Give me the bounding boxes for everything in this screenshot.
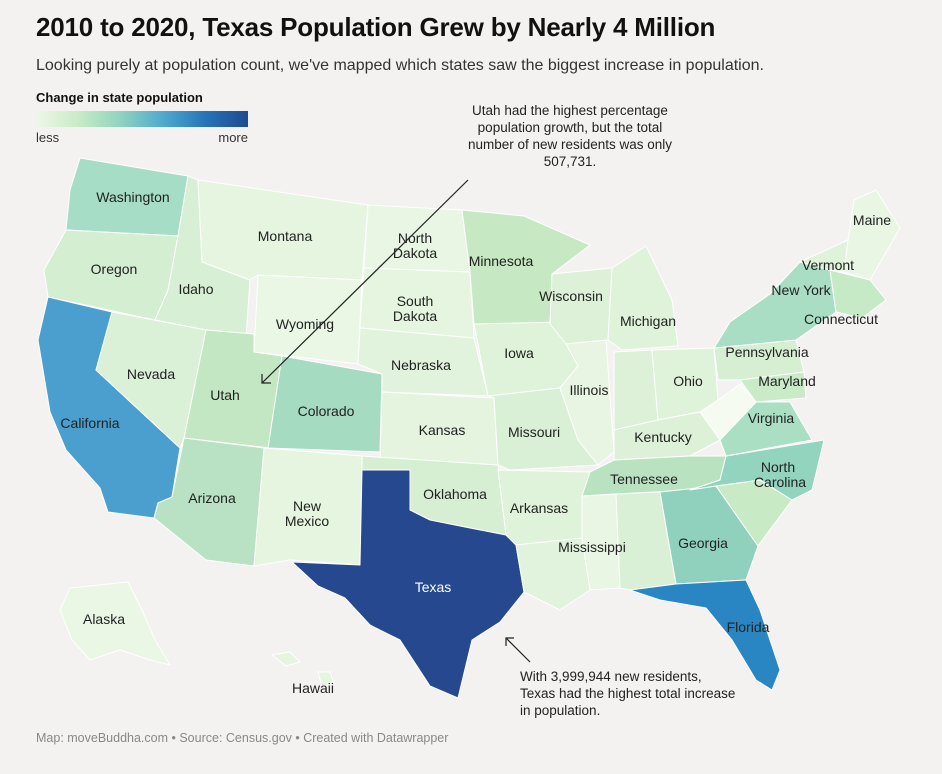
label-california: California: [60, 415, 119, 431]
label-north-carolina-1: North: [761, 459, 795, 475]
label-ohio: Ohio: [673, 373, 703, 389]
label-pennsylvania: Pennsylvania: [725, 344, 808, 360]
label-iowa: Iowa: [504, 345, 534, 361]
state-alaska[interactable]: [59, 581, 171, 666]
label-north-dakota-1: North: [398, 230, 432, 246]
label-michigan: Michigan: [620, 313, 676, 329]
label-montana: Montana: [258, 228, 313, 244]
utah-arrow-head: [261, 374, 271, 384]
label-idaho: Idaho: [178, 281, 213, 297]
label-kentucky: Kentucky: [634, 429, 692, 445]
legend-low-label: less: [36, 130, 60, 145]
legend-high-label: more: [218, 130, 248, 145]
label-connecticut: Connecticut: [804, 311, 878, 327]
label-colorado: Colorado: [298, 403, 355, 419]
label-mississippi: Mississippi: [558, 539, 626, 555]
label-nevada: Nevada: [127, 366, 175, 382]
state-new-york[interactable]: [713, 261, 837, 349]
label-south-dakota-2: Dakota: [393, 308, 438, 324]
label-north-dakota-2: Dakota: [393, 245, 438, 261]
chart-subtitle: Looking purely at population count, we'v…: [36, 57, 764, 74]
label-minnesota: Minnesota: [469, 253, 534, 269]
state-north-carolina[interactable]: [689, 439, 825, 501]
state-illinois[interactable]: [559, 339, 615, 466]
label-new-mexico-2: Mexico: [285, 513, 330, 529]
texas-annotation: With 3,999,944 new residents, Texas had …: [520, 669, 736, 718]
label-alaska: Alaska: [83, 611, 125, 627]
label-wisconsin: Wisconsin: [539, 288, 603, 304]
label-virginia: Virginia: [748, 410, 795, 426]
state-hawaii[interactable]: [271, 651, 301, 667]
label-washington: Washington: [96, 189, 169, 205]
label-georgia: Georgia: [678, 535, 728, 551]
state-louisiana[interactable]: [515, 537, 591, 611]
utah-arrow-line: [261, 179, 469, 384]
label-nebraska: Nebraska: [391, 357, 451, 373]
texas-arrow-line: [505, 637, 531, 663]
state-florida[interactable]: [629, 579, 781, 691]
label-florida: Florida: [727, 619, 770, 635]
label-tennessee: Tennessee: [610, 471, 678, 487]
label-oregon: Oregon: [91, 261, 138, 277]
state-west-virginia[interactable]: [699, 383, 757, 441]
texas-arrow-head: [505, 637, 514, 646]
annotation-arrows: [261, 179, 531, 663]
legend-gradient-bar: [36, 111, 248, 127]
state-texas[interactable]: [291, 469, 525, 699]
label-oklahoma: Oklahoma: [423, 486, 487, 502]
label-hawaii: Hawaii: [292, 680, 334, 696]
state-michigan[interactable]: [607, 245, 679, 351]
label-wyoming: Wyoming: [276, 316, 334, 332]
source-footer: Map: moveBuddha.com • Source: Census.gov…: [36, 731, 449, 745]
label-south-dakota-1: South: [397, 293, 434, 309]
label-utah: Utah: [210, 387, 240, 403]
utah-annotation: Utah had the highest percentage populati…: [467, 103, 673, 169]
label-vermont: Vermont: [802, 257, 854, 273]
label-kansas: Kansas: [419, 422, 466, 438]
state-hawaii-big[interactable]: [317, 671, 335, 687]
label-illinois: Illinois: [570, 382, 609, 398]
legend-title: Change in state population: [36, 90, 203, 105]
label-maryland: Maryland: [758, 373, 816, 389]
label-new-york: New York: [771, 282, 831, 298]
state-new-mexico[interactable]: [253, 447, 363, 567]
label-maine: Maine: [853, 212, 891, 228]
chart-title: 2010 to 2020, Texas Population Grew by N…: [36, 12, 716, 42]
color-legend: Change in state population less more: [36, 90, 248, 145]
label-arkansas: Arkansas: [510, 500, 568, 516]
label-north-carolina-2: Carolina: [754, 474, 806, 490]
label-new-mexico-1: New: [293, 498, 322, 514]
state-maine[interactable]: [843, 189, 901, 281]
label-arizona: Arizona: [188, 490, 236, 506]
label-missouri: Missouri: [508, 424, 560, 440]
state-maryland[interactable]: [739, 371, 807, 403]
label-texas: Texas: [415, 579, 452, 595]
state-indiana[interactable]: [613, 349, 659, 431]
state-nevada[interactable]: [95, 311, 207, 449]
state-wisconsin[interactable]: [549, 267, 613, 345]
